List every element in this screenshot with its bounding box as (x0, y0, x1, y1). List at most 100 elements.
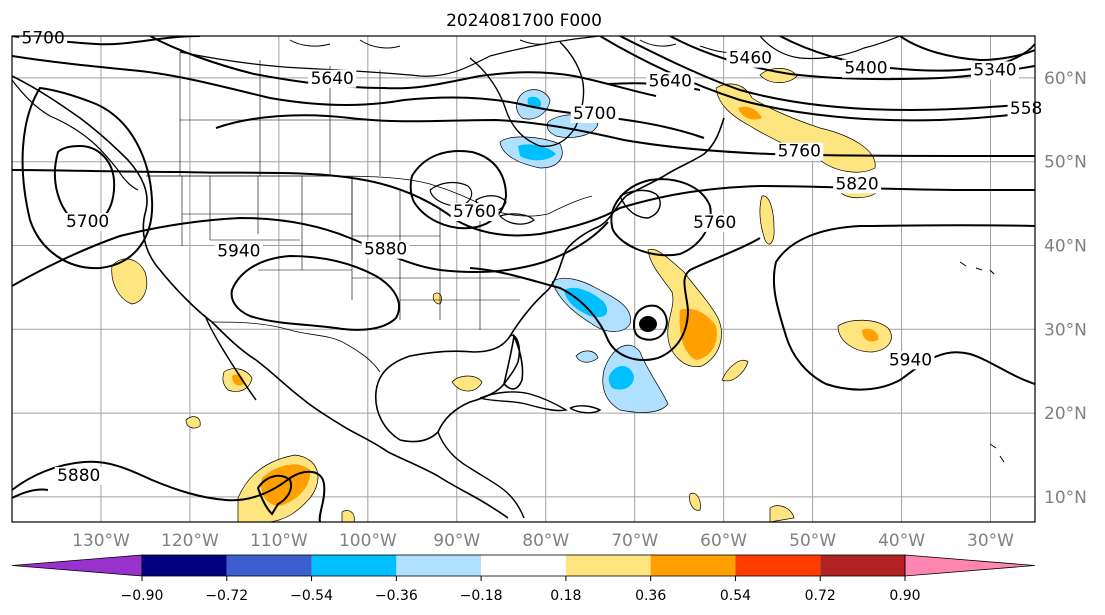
contour-5880-north (12, 216, 609, 287)
contour-label-bg (775, 142, 824, 161)
us-canada-border (145, 175, 593, 217)
latitude-tick-label: 40°N (1044, 236, 1087, 256)
contour-label: 5940 (889, 350, 932, 370)
positive-anomaly-pacific-west (111, 258, 148, 305)
negative-anomaly-carolina-core (564, 287, 608, 318)
contour-label-bg (833, 175, 882, 194)
contour-label-bg (726, 49, 775, 68)
colorbar-segment (565, 555, 651, 576)
positive-anomaly-strip (759, 195, 775, 245)
contour-5940-atl (772, 224, 1035, 391)
contour-label: 5640 (311, 69, 354, 89)
contour-label: 5700 (66, 212, 109, 232)
colorbar-segment (226, 555, 312, 576)
colorbar-segment (650, 555, 736, 576)
contour-label: 5880 (57, 466, 100, 486)
positive-anomaly-labrador (715, 83, 876, 173)
positive-anomaly-small-3 (769, 505, 795, 522)
contour-label-bg (308, 69, 357, 88)
positive-anomaly-small-4 (341, 510, 355, 522)
contour-label: 5400 (844, 59, 887, 79)
contour-label-bg (570, 104, 619, 123)
longitude-tick-label: 110°W (250, 531, 308, 551)
colorbar-extend-max (904, 554, 1036, 577)
gulf-of-mexico-coast (375, 334, 521, 443)
north-america-coast (12, 75, 509, 519)
colorbar-tick-label: −0.72 (205, 588, 248, 604)
contour-label-bg (690, 213, 739, 232)
contour-5580 (619, 36, 1035, 112)
contour-5760-north (215, 114, 1035, 157)
latitude-labels: 10°N 20°N 30°N 40°N 50°N 60°N (1044, 69, 1087, 508)
longitude-tick-label: 130°W (72, 531, 130, 551)
arctic-coast (179, 36, 601, 77)
contour-5880-south (12, 460, 326, 522)
contour-label: 5760 (778, 142, 821, 162)
contour-label: 5640 (649, 71, 692, 91)
colorbar-segment (820, 555, 905, 576)
contour-5940-sw (230, 254, 401, 331)
positive-anomaly-atlantic-core (679, 308, 717, 360)
contour-label: 558 (1010, 99, 1042, 119)
contour-label-bg (63, 213, 112, 232)
contour-label-bg (450, 202, 499, 221)
colorbar-tick-label: −0.36 (375, 588, 418, 604)
nova-scotia (619, 189, 661, 219)
contour-label: 5820 (835, 174, 878, 194)
contour-hurricane-outer (632, 304, 668, 341)
contour-label-bg (214, 242, 263, 261)
central-america-coast (437, 431, 525, 519)
colorbar-segment (311, 555, 397, 576)
us-mexico-border (211, 321, 381, 373)
positive-anomaly-atlantic-small (721, 359, 749, 382)
baja-california (205, 317, 257, 401)
contour-label-bg (19, 29, 68, 48)
contour-5700-low (21, 86, 154, 270)
colorbar-tick-labels: −0.90 −0.72 −0.54 −0.36 −0.18 0.18 0.36 0.54 0.7… (121, 576, 921, 604)
contour-5400 (779, 36, 1035, 72)
colorbar-tick-label: −0.54 (290, 588, 333, 604)
florida (503, 333, 524, 390)
map-frame (11, 35, 1036, 523)
negative-anomaly-ontario-core (518, 144, 556, 161)
contour-left-edge (12, 488, 49, 499)
contour-5940-main (469, 237, 761, 361)
contour-5940-epac (256, 474, 292, 516)
longitude-tick-label: 40°W (878, 531, 925, 551)
colorbar-tick-label: 0.36 (635, 588, 666, 604)
longitude-labels: 130°W 120°W 110°W 100°W 90°W 80°W 70°W 60°W 50°W… (72, 531, 1014, 551)
contour-label-bg (841, 59, 890, 78)
contour-label-bg (361, 240, 410, 259)
alaska-coast (12, 79, 139, 191)
negative-anomaly-bahamas-core (608, 365, 634, 390)
positive-anomaly-gulf (451, 375, 483, 392)
negative-anomaly-small (575, 350, 599, 363)
colorbar-tick-label: 0.54 (720, 588, 751, 604)
contour-label: 5760 (693, 213, 736, 233)
hispaniola (569, 405, 602, 414)
colorbar-tick-label: 0.18 (550, 588, 581, 604)
latitude-tick-label: 50°N (1044, 153, 1087, 173)
colorbar-segment (481, 555, 566, 576)
positive-anomaly-small-1 (185, 416, 201, 429)
contour-label-bg (886, 351, 935, 370)
contour-5640 (149, 36, 657, 97)
colorbar-segment (396, 555, 482, 576)
latitude-tick-label: 20°N (1044, 404, 1087, 424)
contour-label-bg (54, 466, 103, 485)
contour-5760-low (54, 144, 116, 227)
canadian-archipelago (289, 39, 739, 53)
positive-anomaly-east-atlantic-core (862, 328, 879, 342)
contour-label: 5760 (453, 202, 496, 222)
contour-5340 (899, 36, 1035, 62)
longitude-tick-label: 30°W (967, 531, 1014, 551)
longitude-tick-label: 50°W (789, 531, 836, 551)
longitude-tick-label: 90°W (433, 531, 480, 551)
longitude-tick-label: 100°W (339, 531, 397, 551)
contour-label-bg (646, 72, 695, 91)
colorbar-extend-min (11, 554, 143, 577)
colorbar-tick-label: 0.90 (889, 588, 920, 604)
longitude-tick-label: 80°W (522, 531, 569, 551)
contour-label: 5340 (973, 60, 1016, 80)
